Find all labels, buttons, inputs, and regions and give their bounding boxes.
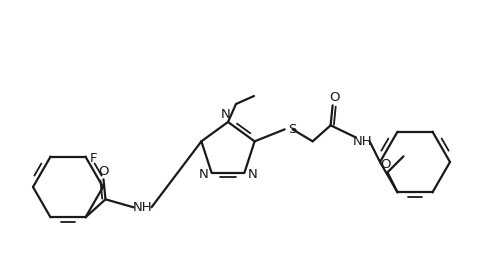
Text: O: O (330, 91, 340, 104)
Text: O: O (98, 165, 109, 178)
Text: NH: NH (133, 201, 152, 214)
Text: N: N (247, 168, 258, 181)
Text: N: N (199, 168, 209, 181)
Text: F: F (90, 152, 97, 165)
Text: O: O (380, 158, 391, 171)
Text: S: S (288, 123, 297, 136)
Text: N: N (221, 107, 231, 120)
Text: NH: NH (353, 135, 372, 148)
